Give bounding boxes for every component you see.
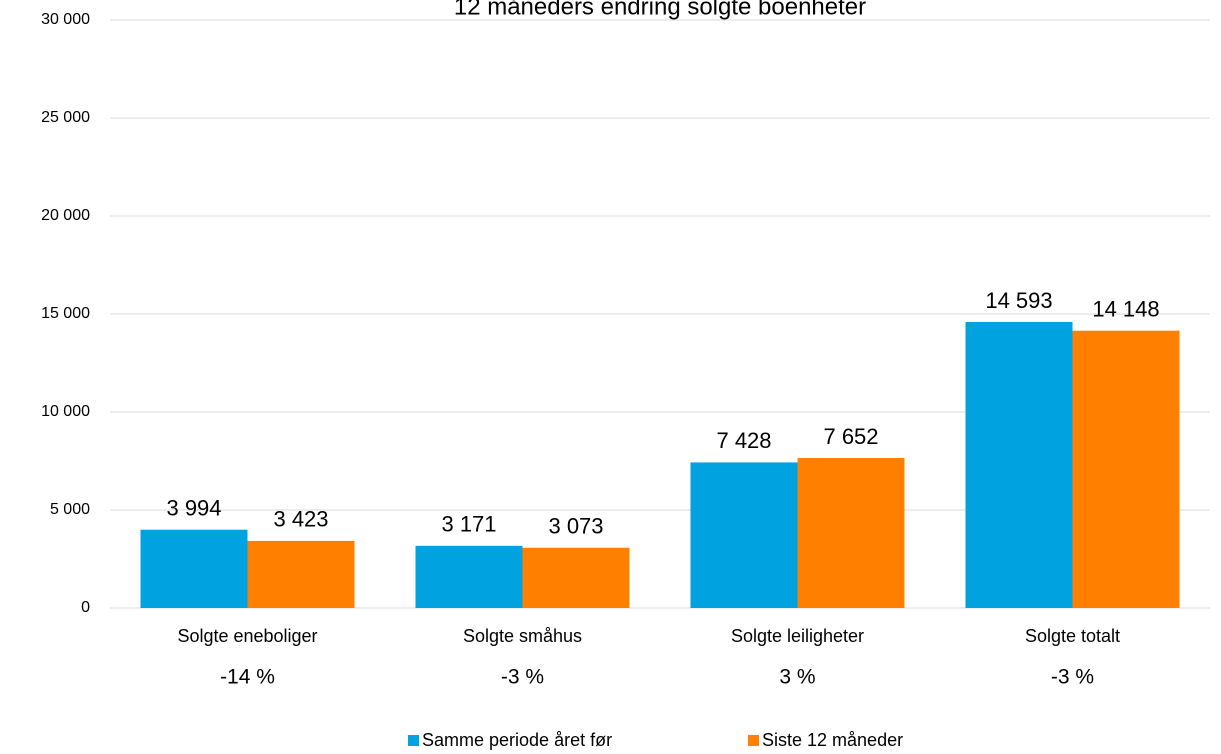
legend-label: Siste 12 måneder — [762, 730, 903, 750]
bar — [965, 321, 1073, 608]
data-label: 14 148 — [1092, 297, 1159, 322]
bar — [1072, 330, 1180, 608]
annotation: 3 % — [779, 666, 815, 689]
bar — [522, 547, 630, 608]
bar — [140, 529, 248, 608]
legend-swatch — [408, 735, 419, 746]
data-label: 3 423 — [273, 507, 328, 532]
x-tick-label: Solgte eneboliger — [177, 626, 317, 646]
data-label: 3 994 — [166, 496, 221, 521]
annotation: -3 % — [501, 666, 544, 689]
y-tick-label: 30 000 — [41, 11, 90, 28]
y-tick-label: 0 — [81, 599, 90, 616]
legend-swatch — [748, 735, 759, 746]
annotation: -14 % — [220, 666, 275, 689]
data-label: 7 428 — [716, 428, 771, 453]
data-label: 14 593 — [985, 288, 1052, 313]
x-tick-label: Solgte småhus — [463, 626, 582, 646]
y-tick-label: 15 000 — [41, 305, 90, 322]
data-label: 3 171 — [441, 512, 496, 537]
bar — [247, 540, 355, 608]
bar — [797, 458, 905, 608]
annotation: -3 % — [1051, 666, 1094, 689]
y-tick-label: 5 000 — [50, 501, 90, 518]
bar — [415, 545, 523, 608]
chart-title: 12 måneders endring solgte boenheter — [454, 0, 866, 20]
bar — [690, 462, 798, 608]
data-label: 3 073 — [548, 514, 603, 539]
legend-label: Samme periode året før — [422, 730, 612, 750]
x-tick-label: Solgte totalt — [1025, 626, 1120, 646]
data-label: 7 652 — [823, 424, 878, 449]
y-tick-label: 25 000 — [41, 109, 90, 126]
y-tick-label: 10 000 — [41, 403, 90, 420]
y-tick-label: 20 000 — [41, 207, 90, 224]
x-tick-label: Solgte leiligheter — [731, 626, 864, 646]
